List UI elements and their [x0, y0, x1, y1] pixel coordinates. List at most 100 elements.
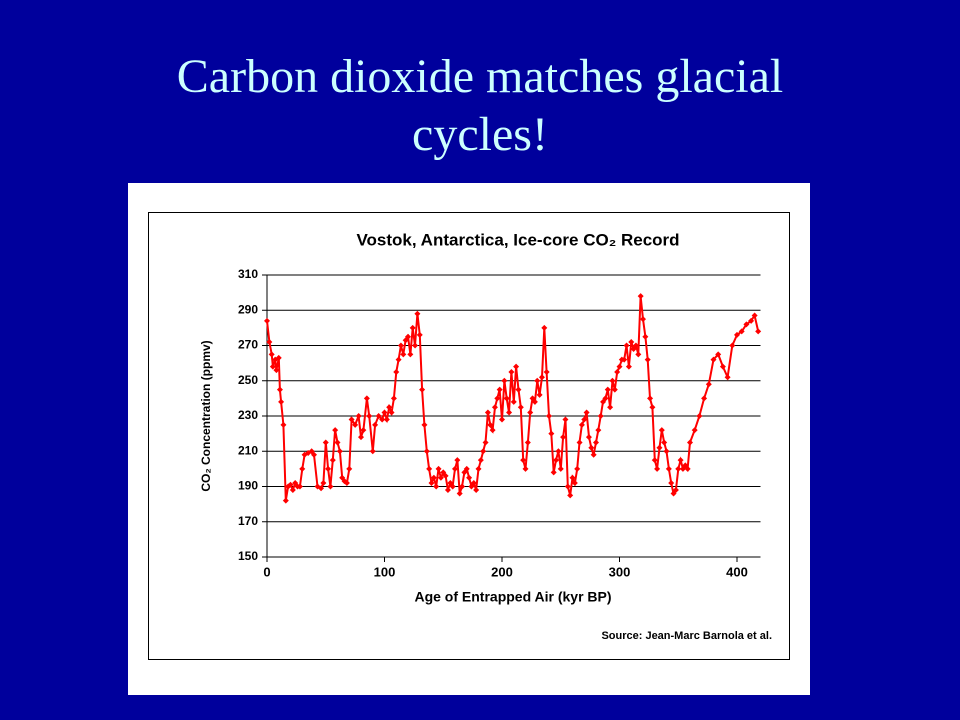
data-point	[358, 434, 364, 441]
data-point	[477, 457, 484, 464]
data-point	[611, 386, 618, 393]
data-point	[414, 310, 421, 317]
data-point	[644, 356, 651, 363]
data-point	[276, 386, 283, 393]
data-point	[388, 409, 395, 416]
data-point	[555, 448, 562, 455]
data-point	[470, 479, 477, 486]
data-point	[719, 363, 726, 370]
data-point	[663, 448, 670, 455]
data-point	[444, 487, 451, 494]
data-point	[597, 413, 604, 419]
data-point	[278, 398, 285, 405]
data-point	[510, 398, 517, 405]
source-note: Source: Jean-Marc Barnola et al.	[601, 630, 772, 642]
data-point	[548, 430, 555, 437]
chart-title: Vostok, Antarctica, Ice-core CO₂ Record	[356, 230, 679, 249]
data-point	[473, 487, 480, 494]
data-point	[635, 351, 642, 358]
data-point	[672, 487, 679, 494]
data-point	[397, 342, 404, 349]
data-point	[684, 465, 691, 472]
data-point	[564, 483, 571, 490]
data-point	[320, 479, 327, 486]
data-point	[574, 465, 581, 472]
data-point	[506, 409, 513, 416]
data-point	[602, 395, 609, 402]
data-point	[651, 457, 658, 464]
data-point	[289, 487, 296, 494]
data-point	[273, 367, 280, 374]
data-point	[346, 465, 353, 472]
data-point	[266, 338, 273, 345]
data-point	[433, 483, 440, 490]
data-point	[522, 465, 529, 472]
y-tick-label: 310	[238, 267, 258, 281]
data-point	[625, 363, 632, 370]
y-tick-label: 230	[238, 408, 258, 422]
data-point	[640, 316, 646, 323]
data-point	[494, 395, 501, 402]
data-point	[416, 331, 423, 338]
data-point	[482, 439, 489, 446]
data-point	[400, 351, 407, 358]
data-point	[578, 421, 585, 428]
data-point	[553, 457, 560, 464]
data-point	[710, 356, 717, 363]
data-point	[428, 479, 435, 486]
data-point	[459, 483, 466, 490]
x-axis-label: Age of Entrapped Air (kyr BP)	[414, 589, 611, 605]
data-point	[491, 404, 498, 411]
data-point	[503, 395, 510, 402]
data-point	[501, 377, 508, 384]
data-point	[496, 386, 503, 393]
data-point	[607, 404, 614, 411]
data-point	[318, 485, 325, 492]
x-tick-label: 200	[491, 564, 513, 579]
data-point	[343, 479, 350, 486]
data-point	[748, 317, 755, 324]
data-point	[381, 409, 388, 416]
data-point	[513, 363, 520, 370]
chart-frame	[148, 212, 790, 660]
data-point	[538, 374, 545, 381]
data-point	[665, 465, 672, 472]
data-point	[520, 457, 527, 464]
data-point	[348, 416, 355, 423]
x-tick-label: 300	[609, 564, 631, 579]
data-point	[275, 354, 282, 361]
data-point	[696, 413, 703, 419]
data-point	[590, 451, 597, 458]
y-tick-label: 150	[238, 549, 258, 563]
data-point	[456, 490, 463, 497]
data-point	[515, 386, 522, 393]
data-point	[280, 421, 287, 428]
data-point	[562, 416, 569, 423]
data-point	[654, 465, 661, 472]
data-point	[480, 448, 487, 455]
data-point	[452, 465, 458, 472]
data-point	[409, 324, 416, 331]
data-point	[534, 377, 541, 384]
data-point	[687, 439, 693, 446]
data-point	[269, 363, 276, 370]
data-point	[268, 351, 275, 358]
data-point	[541, 324, 548, 331]
data-point	[419, 386, 426, 393]
data-point	[546, 413, 552, 419]
data-point	[355, 413, 362, 419]
data-point	[405, 333, 411, 340]
data-point	[715, 351, 722, 358]
data-point	[751, 312, 758, 319]
data-point	[701, 395, 708, 402]
chart-panel	[128, 183, 810, 695]
data-point	[421, 421, 428, 428]
data-point	[430, 474, 437, 481]
data-point	[379, 416, 386, 423]
data-point	[264, 317, 270, 324]
data-point	[632, 342, 639, 349]
data-point	[437, 474, 444, 481]
data-point	[656, 444, 663, 451]
data-point	[677, 457, 684, 464]
